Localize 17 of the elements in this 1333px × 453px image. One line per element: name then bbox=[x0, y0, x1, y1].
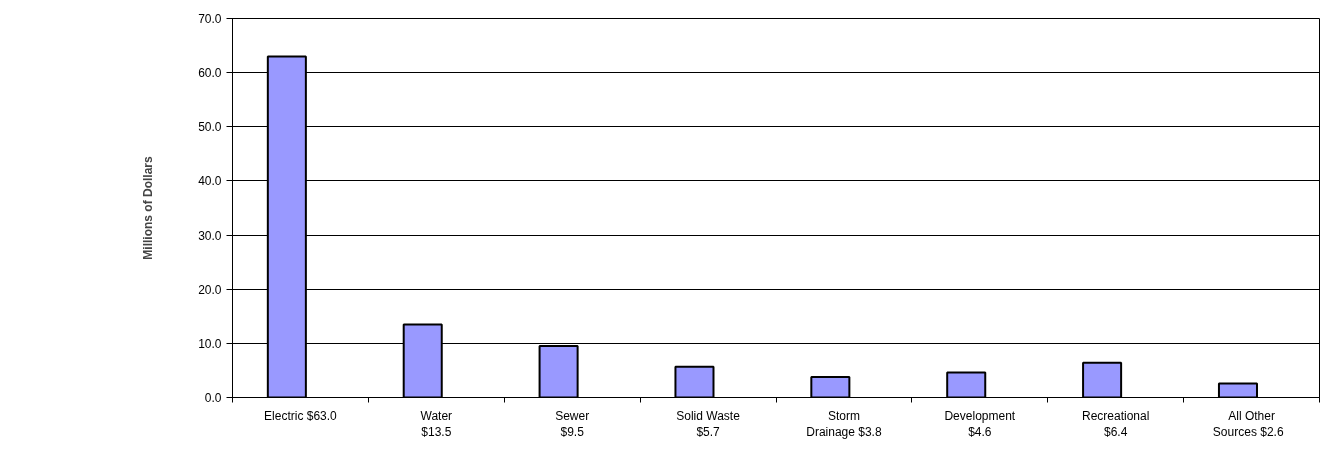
y-axis-title: Millions of Dollars bbox=[141, 156, 156, 260]
x-tick-label: Electric $63.0 bbox=[264, 408, 338, 423]
x-tick-label: Water $13.5 bbox=[420, 408, 453, 440]
x-tick-label: All Other Sources $2.6 bbox=[1212, 408, 1284, 440]
y-tick-label: 30.0 bbox=[198, 228, 222, 243]
x-tick-label: Development $4.6 bbox=[944, 408, 1016, 440]
x-tick-label: Solid Waste $5.7 bbox=[676, 408, 741, 440]
y-tick-label: 70.0 bbox=[198, 12, 222, 26]
y-tick-label: 60.0 bbox=[198, 66, 222, 81]
x-tick-label: Storm Drainage $3.8 bbox=[806, 408, 882, 440]
y-tick-label: 20.0 bbox=[198, 282, 222, 297]
y-tick-label: 0.0 bbox=[204, 391, 222, 405]
y-tick-label: 10.0 bbox=[198, 336, 222, 351]
x-tick-label: Sewer $9.5 bbox=[555, 408, 590, 440]
y-tick-label: 40.0 bbox=[198, 174, 222, 189]
y-tick-label: 50.0 bbox=[198, 120, 222, 135]
x-tick-label: Recreational $6.4 bbox=[1082, 408, 1150, 440]
